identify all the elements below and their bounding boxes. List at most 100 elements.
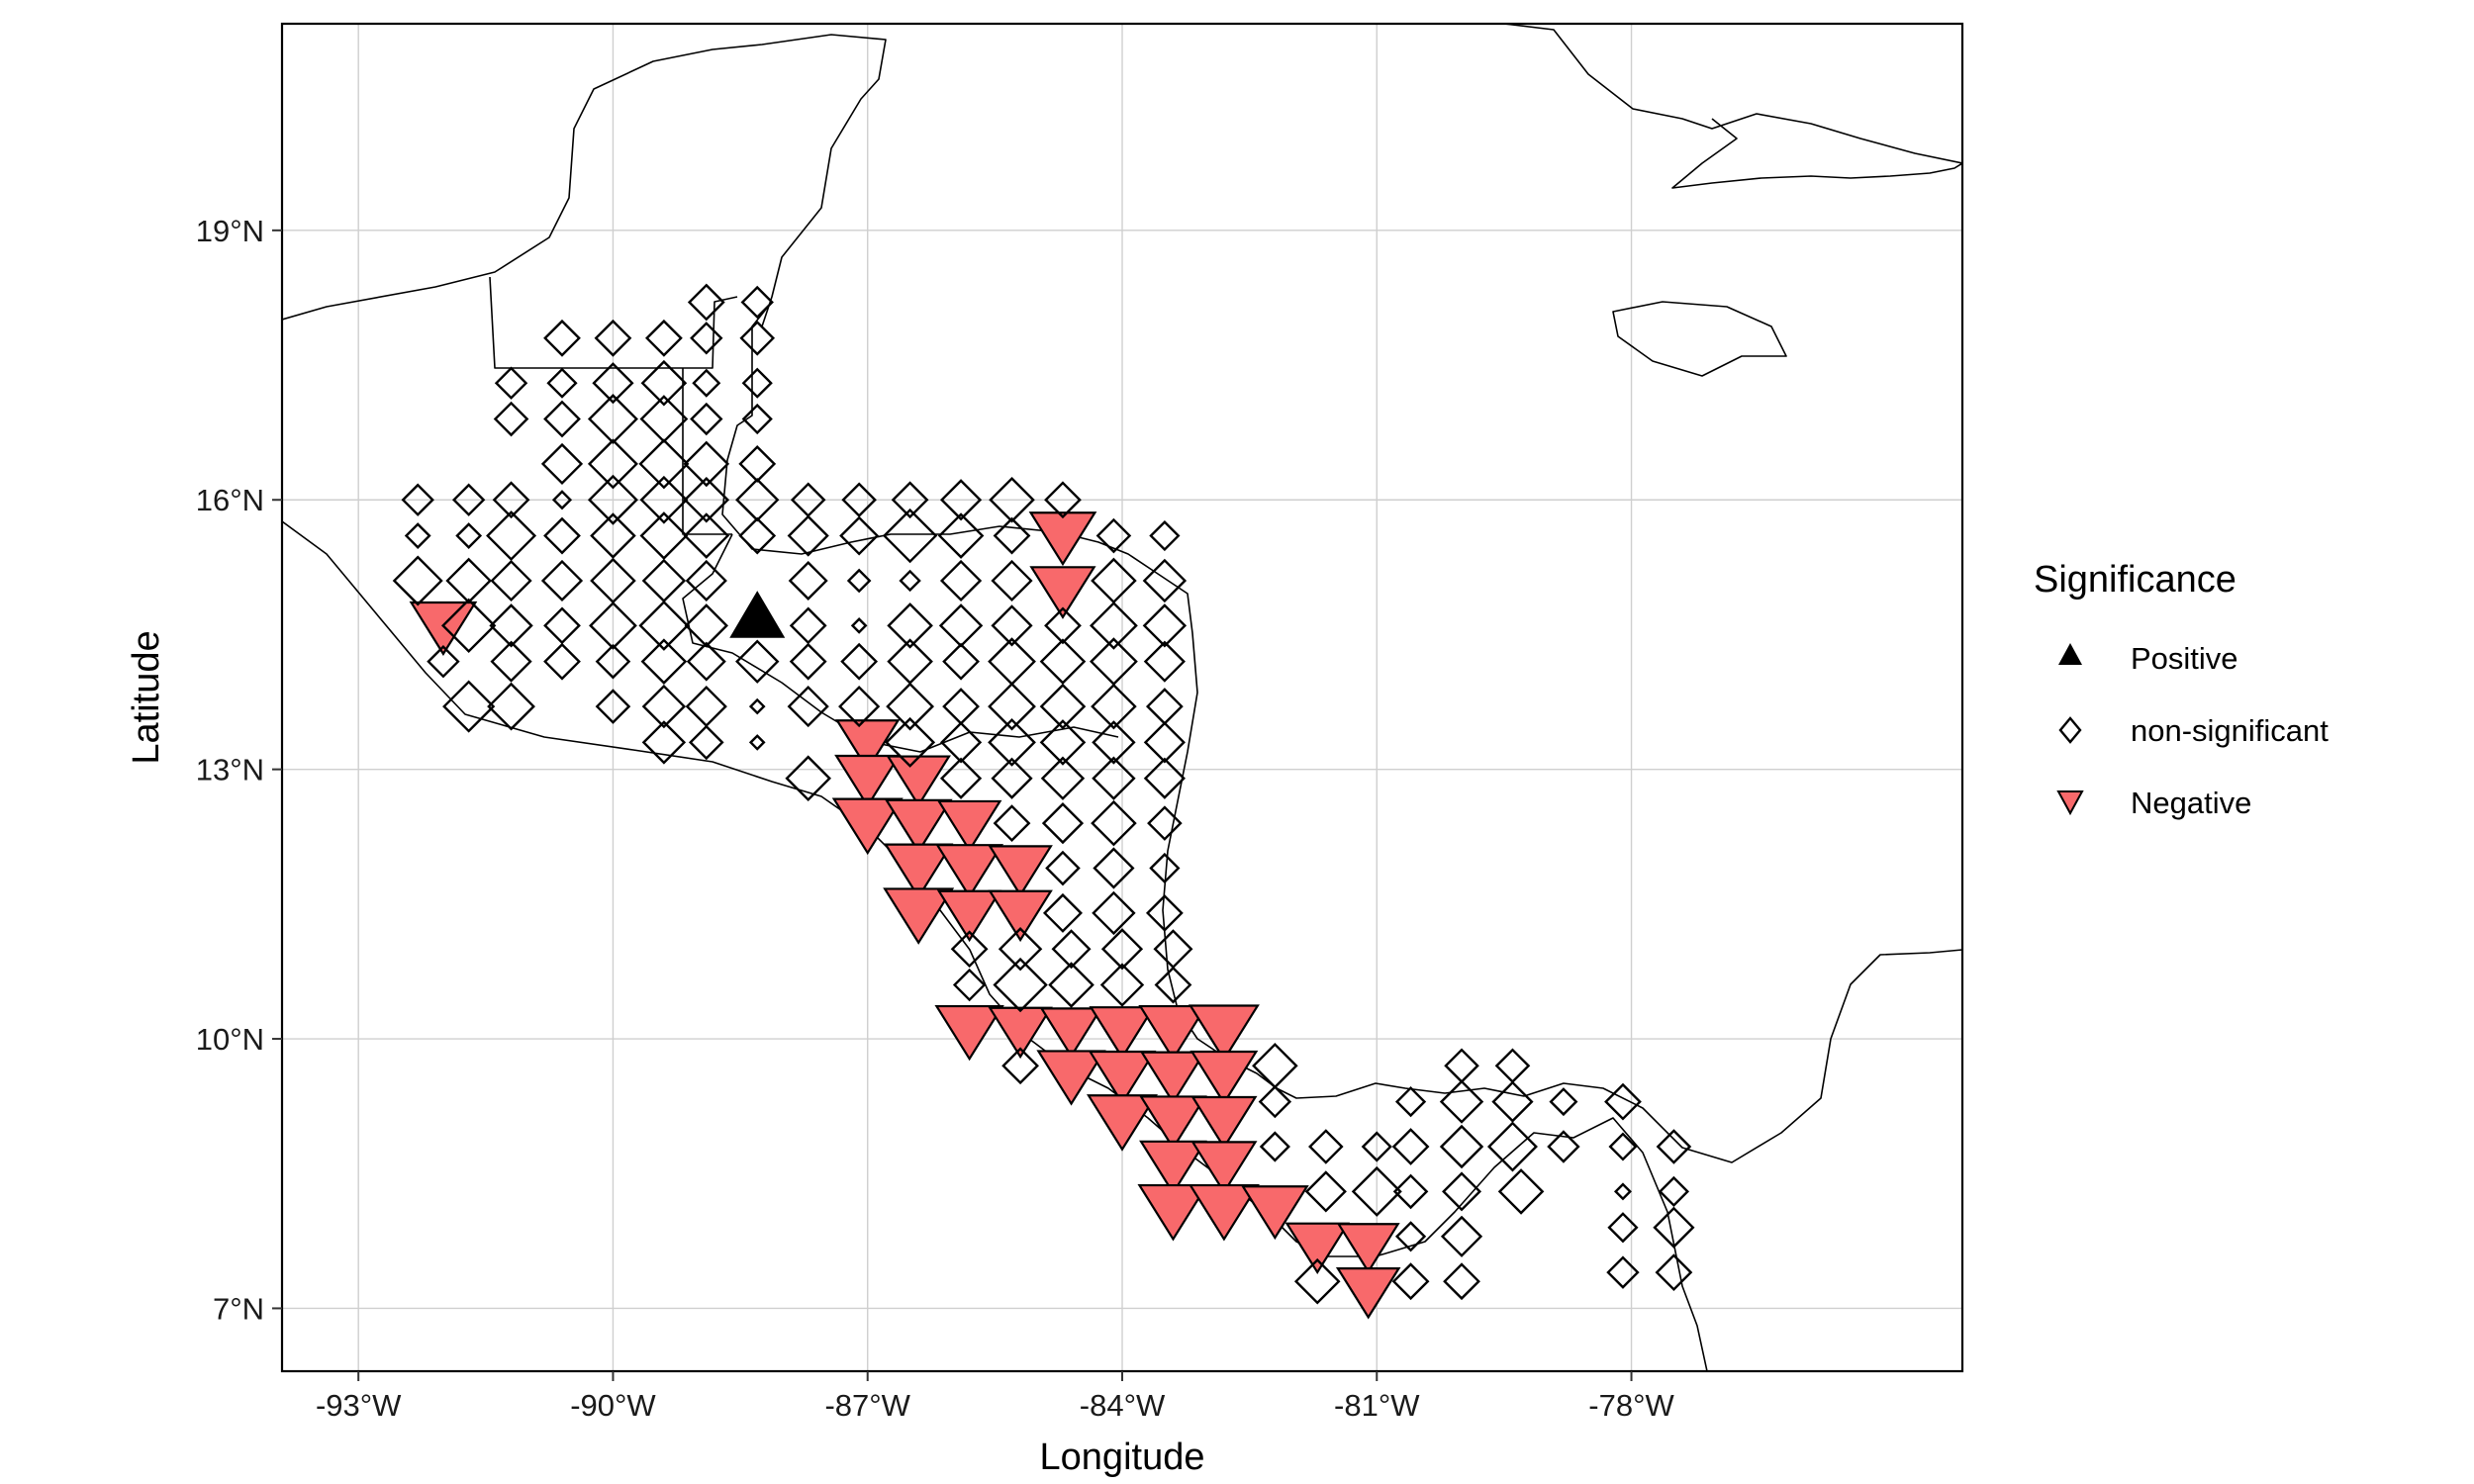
- nonsignificant-point: [641, 720, 687, 765]
- nonsignificant-point: [1252, 1042, 1298, 1089]
- nonsignificant-point: [739, 321, 776, 356]
- negative-point: [1137, 1183, 1209, 1242]
- nonsignificant-point: [1439, 1124, 1484, 1169]
- legend-item-negative: Negative: [2056, 786, 2251, 820]
- nonsignificant-point: [998, 927, 1043, 972]
- nonsignificant-point: [1440, 1215, 1483, 1257]
- nonsignificant-point: [1100, 928, 1144, 971]
- nonsignificant-point: [440, 598, 497, 654]
- nonsignificant-point: [950, 930, 989, 969]
- positive-point: [729, 591, 786, 638]
- nonsignificant-point: [989, 476, 1035, 523]
- nonsignificant-point: [1444, 1048, 1479, 1084]
- nonsignificant-point: [1153, 929, 1193, 970]
- nonsignificant-point: [735, 639, 780, 684]
- nonsignificant-point: [840, 642, 879, 681]
- yucatan-coast: [282, 34, 887, 327]
- legend-label-positive: Positive: [2131, 641, 2238, 676]
- nonsignificant-point: [887, 603, 933, 649]
- nonsignificant-point: [1091, 683, 1137, 730]
- x-axis-title: Longitude: [1040, 1437, 1205, 1478]
- nonsignificant-point: [589, 601, 637, 650]
- x-axis: -93°W -90°W -87°W -84°W -81°W -78°W: [316, 1371, 1675, 1423]
- nonsignificant-point: [938, 603, 984, 648]
- legend-label-negative: Negative: [2131, 786, 2251, 820]
- nonsignificant-point: [942, 642, 980, 681]
- nonsignificant-point: [1608, 1132, 1638, 1161]
- nonsignificant-point: [587, 394, 638, 445]
- nonsignificant-point: [1142, 603, 1188, 648]
- nonsignificant-point: [1351, 1165, 1402, 1217]
- nonsignificant-point: [1154, 966, 1192, 1004]
- nonsignificant-point: [991, 757, 1033, 799]
- nonsignificant-point: [787, 685, 829, 728]
- nonsignificant-point: [1607, 1212, 1639, 1244]
- x-tick-label: -93°W: [316, 1388, 402, 1423]
- legend-triangle-down-icon: [2056, 790, 2084, 816]
- negative-point: [1028, 511, 1097, 567]
- nonsignificant-point: [886, 682, 935, 731]
- nonsignificant-point: [1439, 1079, 1484, 1124]
- nonsignificant-point: [543, 319, 581, 357]
- negative-point: [883, 843, 954, 899]
- y-tick-label: 13°N: [196, 753, 264, 788]
- nonsignificant-point: [587, 474, 638, 525]
- x-tick-label: -84°W: [1080, 1388, 1166, 1423]
- nonsignificant-point: [590, 512, 636, 559]
- y-tick-label: 19°N: [196, 214, 264, 248]
- nonsignificant-point: [1090, 601, 1138, 650]
- nonsignificant-point: [594, 319, 632, 357]
- nonsignificant-point: [687, 283, 725, 322]
- negative-point: [1336, 1223, 1400, 1274]
- negative-point: [1335, 1267, 1401, 1320]
- legend-item-nonsig: non-significant: [2058, 713, 2329, 748]
- nonsignificant-point: [543, 642, 581, 681]
- negative-point: [988, 845, 1053, 897]
- nonsignificant-point: [988, 682, 1036, 731]
- nonsignificant-point: [942, 688, 980, 725]
- nonsignificant-point: [891, 481, 929, 519]
- caribbean-coast: [721, 301, 1962, 1163]
- nonsignificant-point: [741, 403, 773, 435]
- nonsignificant-point: [937, 512, 985, 559]
- nonsignificant-point: [690, 402, 723, 436]
- nonsignificant-point: [1048, 962, 1094, 1008]
- nonsignificant-point: [841, 482, 877, 518]
- nonsignificant-point: [939, 757, 983, 799]
- nonsignificant-point: [683, 440, 730, 488]
- nonsignificant-point: [846, 568, 872, 594]
- nonsignificant-point: [686, 641, 726, 682]
- negative-point: [831, 797, 904, 856]
- nonsignificant-point: [1658, 1175, 1690, 1207]
- y-axis-title: Latitude: [126, 630, 167, 764]
- negative-point: [1190, 1141, 1258, 1195]
- nonsignificant-point: [442, 680, 496, 733]
- nonsignificant-point: [993, 516, 1031, 555]
- nonsignificant-point: [1039, 719, 1087, 766]
- nonsignificant-point: [1391, 1128, 1430, 1165]
- nonsignificant-point: [939, 721, 983, 764]
- negative-point: [988, 889, 1053, 943]
- nonsignificant-point: [1040, 756, 1086, 800]
- x-tick-label: -78°W: [1588, 1388, 1674, 1423]
- nonsignificant-point: [1143, 721, 1186, 764]
- nonsignificant-point: [543, 400, 581, 438]
- gridlines: [282, 24, 1962, 1371]
- x-tick-label: -81°W: [1334, 1388, 1420, 1423]
- nonsignificant-point: [1442, 1171, 1482, 1212]
- nonsignificant-point: [1655, 1253, 1693, 1292]
- nonsignificant-point: [1259, 1131, 1290, 1162]
- nonsignificant-point: [685, 559, 727, 603]
- nonsignificant-point: [839, 515, 880, 556]
- negative-point: [934, 1004, 1004, 1062]
- nonsignificant-point: [993, 804, 1031, 843]
- nonsignificant-point: [640, 359, 688, 407]
- nonsignificant-point: [587, 438, 638, 490]
- negative-point: [1139, 1140, 1207, 1195]
- data-points: [392, 283, 1695, 1320]
- nonsignificant-point: [850, 617, 868, 634]
- y-tick-label: 10°N: [196, 1022, 264, 1057]
- nonsignificant-point: [404, 522, 431, 549]
- nonsignificant-point: [1391, 1262, 1430, 1301]
- nonsignificant-point: [1001, 1047, 1039, 1085]
